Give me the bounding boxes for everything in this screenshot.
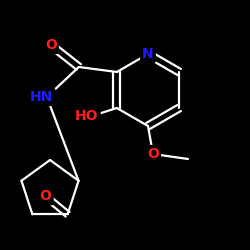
Text: O: O — [147, 147, 159, 161]
Text: O: O — [40, 189, 52, 203]
Text: HO: HO — [75, 109, 98, 123]
Text: HN: HN — [30, 90, 54, 104]
Text: N: N — [142, 47, 154, 61]
Text: O: O — [45, 38, 57, 52]
